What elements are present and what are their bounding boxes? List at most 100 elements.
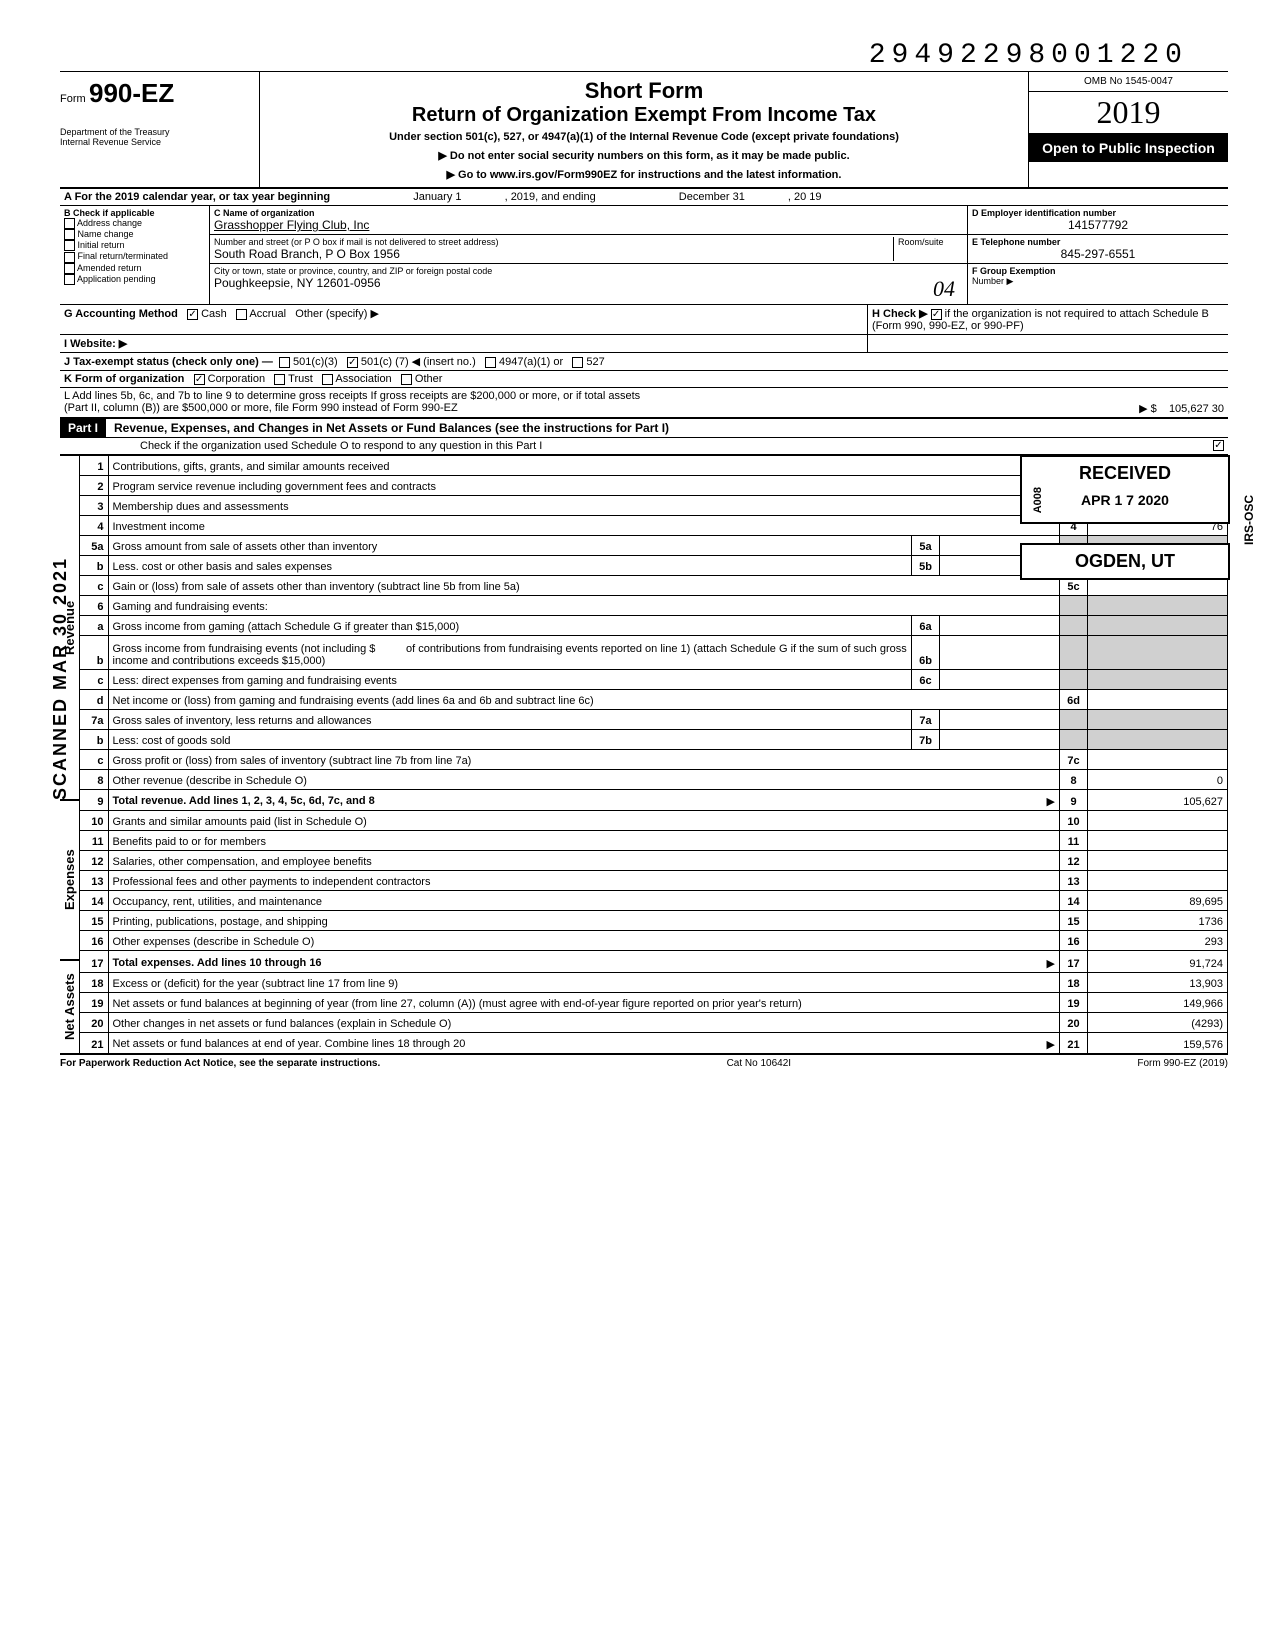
chk-application-pending[interactable] <box>64 274 75 285</box>
ln-21-d: Net assets or fund balances at end of ye… <box>113 1038 466 1050</box>
ln-7c-rn: 7c <box>1060 750 1088 770</box>
ln-14-d: Occupancy, rent, utilities, and maintena… <box>113 896 323 908</box>
ln-6-d: Gaming and fundraising events: <box>113 601 268 613</box>
section-bcdef: B Check if applicable Address change Nam… <box>60 206 1228 305</box>
ln-7b-n: b <box>80 730 108 750</box>
ln-18-n: 18 <box>80 972 108 992</box>
form-header: Form 990-EZ Department of the Treasury I… <box>60 71 1228 189</box>
ln-17-n: 17 <box>80 951 108 972</box>
ln-6-n: 6 <box>80 596 108 616</box>
l-arrow: ▶ $ <box>1139 403 1157 415</box>
ln-17-v: 91,724 <box>1088 951 1228 972</box>
form-prefix: Form <box>60 93 86 105</box>
ln-4-n: 4 <box>80 516 108 536</box>
ln-9-n: 9 <box>80 790 108 811</box>
chk-corp[interactable]: ✓ <box>194 374 205 385</box>
g-other: Other (specify) ▶ <box>295 308 379 320</box>
ln-21-arrow: ▶ <box>1047 1038 1055 1051</box>
ln-3-n: 3 <box>80 496 108 516</box>
tax-year: 2019 <box>1097 94 1161 130</box>
ln-5a-n: 5a <box>80 536 108 556</box>
ln-6b-d1: Gross income from fundraising events (no… <box>113 643 376 655</box>
stamp-received-text: RECEIVED <box>1038 463 1212 484</box>
chk-final-return[interactable] <box>64 252 75 263</box>
ln-7a-d: Gross sales of inventory, less returns a… <box>113 715 372 727</box>
vtab-netassets: Net Assets <box>60 960 80 1054</box>
footer-left: For Paperwork Reduction Act Notice, see … <box>60 1058 380 1069</box>
ln-12-n: 12 <box>80 851 108 871</box>
b-item-1: Name change <box>78 229 134 239</box>
chk-527[interactable] <box>572 357 583 368</box>
form-number: 990-EZ <box>89 78 174 108</box>
vtab-expenses: Expenses <box>60 800 80 960</box>
chk-address-change[interactable] <box>64 218 75 229</box>
ln-6c-mn: 6c <box>912 670 940 690</box>
chk-accrual[interactable] <box>236 309 247 320</box>
ln-11-d: Benefits paid to or for members <box>113 836 266 848</box>
ln-9-v: 105,627 <box>1088 790 1228 811</box>
l-text2: (Part II, column (B)) are $500,000 or mo… <box>64 402 458 415</box>
stamp-ogden-text: OGDEN, UT <box>1075 551 1175 571</box>
ln-13-v <box>1088 871 1228 891</box>
ln-6d-rn: 6d <box>1060 690 1088 710</box>
part1-header-row: Part I Revenue, Expenses, and Changes in… <box>60 419 1228 438</box>
ln-7b-mn: 7b <box>912 730 940 750</box>
chk-501c3[interactable] <box>279 357 290 368</box>
ln-10-n: 10 <box>80 811 108 831</box>
omb-number: OMB No 1545-0047 <box>1029 72 1228 92</box>
chk-4947[interactable] <box>485 357 496 368</box>
ln-12-d: Salaries, other compensation, and employ… <box>113 856 372 868</box>
ln-6d-v <box>1088 690 1228 710</box>
ssn-warning: ▶ Do not enter social security numbers o… <box>270 149 1018 162</box>
chk-other[interactable] <box>401 374 412 385</box>
ln-20-n: 20 <box>80 1012 108 1032</box>
footer: For Paperwork Reduction Act Notice, see … <box>60 1054 1228 1069</box>
j-opt2-post: ) ◀ (insert no.) <box>405 356 476 368</box>
ln-15-d: Printing, publications, postage, and shi… <box>113 916 328 928</box>
footer-right: Form 990-EZ (2019) <box>1137 1058 1228 1069</box>
ln-3-d: Membership dues and assessments <box>113 501 289 513</box>
return-title: Return of Organization Exempt From Incom… <box>270 104 1018 127</box>
j-opt4: 527 <box>586 356 604 368</box>
chk-cash[interactable]: ✓ <box>187 309 198 320</box>
ln-18-v: 13,903 <box>1088 972 1228 992</box>
ln-6b-n: b <box>80 636 108 670</box>
chk-501c[interactable]: ✓ <box>347 357 358 368</box>
ln-11-v <box>1088 831 1228 851</box>
ln-5c-d: Gain or (loss) from sale of assets other… <box>113 581 520 593</box>
c-street: South Road Branch, P O Box 1956 <box>214 247 893 261</box>
ln-9-arrow: ▶ <box>1047 795 1055 808</box>
ln-7b-d: Less: cost of goods sold <box>113 735 231 747</box>
ln-11-n: 11 <box>80 831 108 851</box>
short-form-label: Short Form <box>270 78 1018 104</box>
ln-17-d: Total expenses. Add lines 10 through 16 <box>113 957 322 969</box>
g-label: G Accounting Method <box>64 308 178 320</box>
chk-h[interactable]: ✓ <box>931 309 942 320</box>
handwritten-04: 04 <box>933 276 955 302</box>
row-a: A For the 2019 calendar year, or tax yea… <box>60 189 1228 206</box>
chk-initial-return[interactable] <box>64 240 75 251</box>
row-a-end: December 31 <box>679 191 745 203</box>
chk-trust[interactable] <box>274 374 285 385</box>
stamp-ogden: OGDEN, UT <box>1020 543 1230 580</box>
ln-6a-mn: 6a <box>912 616 940 636</box>
ln-7a-n: 7a <box>80 710 108 730</box>
stamp-code: A008 <box>1032 487 1044 513</box>
ln-2-n: 2 <box>80 476 108 496</box>
ln-6c-d: Less: direct expenses from gaming and fu… <box>113 675 397 687</box>
c-street-label: Number and street (or P O box if mail is… <box>214 237 893 247</box>
ln-5c-n: c <box>80 576 108 596</box>
stamp-side: IRS-OSC <box>1242 495 1256 545</box>
ln-19-n: 19 <box>80 992 108 1012</box>
chk-part1-scho[interactable]: ✓ <box>1213 440 1224 451</box>
ln-15-n: 15 <box>80 911 108 931</box>
b-item-0: Address change <box>77 218 142 228</box>
chk-name-change[interactable] <box>64 229 75 240</box>
ln-13-n: 13 <box>80 871 108 891</box>
f-label2: Number ▶ <box>972 276 1224 287</box>
ln-14-v: 89,695 <box>1088 891 1228 911</box>
ln-9-d: Total revenue. Add lines 1, 2, 3, 4, 5c,… <box>113 795 375 807</box>
chk-assoc[interactable] <box>322 374 333 385</box>
chk-amended-return[interactable] <box>64 263 75 274</box>
ln-18-d: Excess or (deficit) for the year (subtra… <box>113 978 399 990</box>
